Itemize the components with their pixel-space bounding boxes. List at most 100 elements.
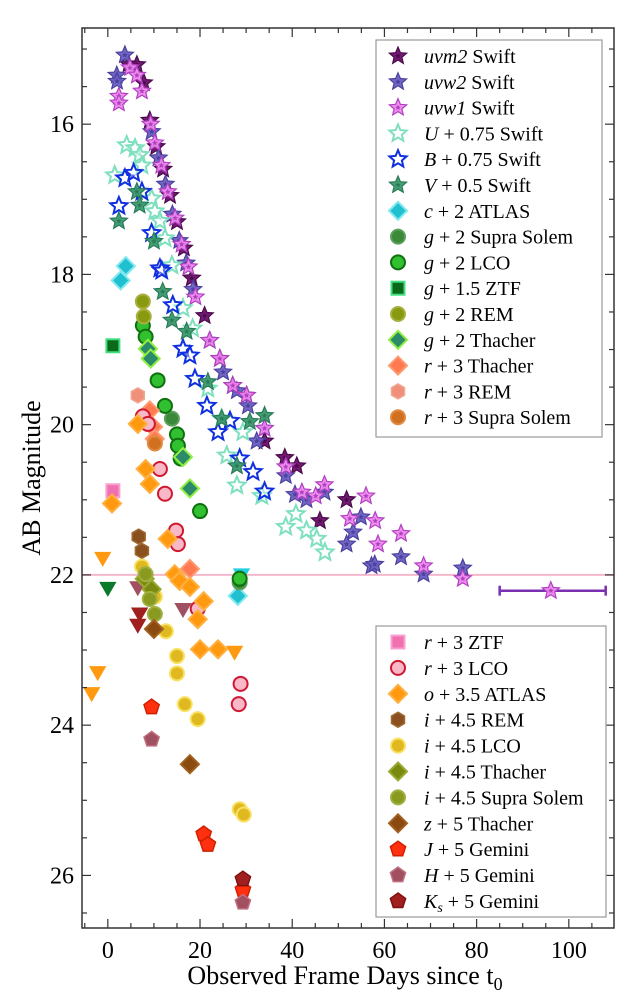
legend-marker — [390, 280, 406, 296]
star-center-dot — [134, 72, 140, 78]
star-center-dot — [178, 241, 185, 247]
data-point — [107, 194, 130, 216]
star-center-dot — [245, 402, 251, 409]
star-center-dot — [243, 392, 250, 398]
y-tick-label: 24 — [50, 713, 74, 739]
star-center-dot — [459, 575, 466, 582]
star-center-dot — [459, 565, 466, 571]
upper-limit-group — [129, 607, 149, 634]
star-center-dot — [282, 463, 289, 470]
data-point — [215, 443, 238, 465]
data-point — [127, 413, 149, 435]
x-tick-label: 80 — [465, 938, 489, 964]
data-point — [234, 893, 252, 910]
data-point — [225, 473, 248, 495]
legend-entry: i + 4.5 LCO — [390, 736, 521, 758]
star-center-dot — [140, 79, 147, 86]
data-point — [183, 367, 206, 389]
star-center-dot — [247, 418, 253, 425]
data-point — [143, 698, 161, 715]
star-center-dot — [151, 238, 157, 244]
series-g-2-rem — [134, 293, 152, 325]
star-center-dot — [358, 514, 364, 520]
legend-label: r + 3 ZTF — [424, 632, 504, 654]
legend-frame — [375, 625, 607, 918]
legend-label: H + 5 Gemini — [423, 865, 535, 887]
star-center-dot — [343, 541, 350, 547]
star-center-dot — [292, 491, 298, 497]
data-point — [305, 527, 328, 549]
data-point — [274, 515, 297, 537]
x-tick-label: 60 — [372, 938, 396, 964]
star-center-dot — [395, 104, 401, 110]
data-point — [150, 259, 173, 281]
legend-label: r + 3 Supra Solem — [424, 407, 571, 429]
legend-entry: V + 0.5 Swift — [387, 174, 531, 197]
star-center-dot — [172, 215, 178, 221]
legend-marker — [390, 789, 406, 806]
star-center-dot — [206, 337, 213, 343]
legend-entry: i + 4.5 Thacher — [387, 761, 546, 784]
star-center-dot — [217, 355, 223, 361]
star-center-dot — [148, 128, 155, 135]
legend-label: g + 2 Thacher — [424, 330, 536, 352]
data-point — [146, 605, 163, 622]
star-center-dot — [169, 211, 176, 217]
star-center-dot — [205, 378, 211, 385]
star-center-dot — [164, 188, 171, 195]
data-point — [192, 503, 209, 520]
data-point — [231, 570, 248, 587]
data-point — [179, 478, 201, 499]
data-point — [149, 372, 166, 389]
legend-marker — [389, 892, 407, 909]
data-point — [113, 166, 136, 188]
star-center-dot — [321, 481, 328, 488]
star-center-dot — [188, 275, 195, 281]
data-point — [135, 458, 157, 480]
legend-marker — [389, 866, 407, 883]
star-center-dot — [185, 263, 192, 270]
data-point — [179, 576, 201, 598]
legend-entry: B + 0.75 Swift — [386, 147, 541, 171]
star-center-dot — [139, 88, 145, 94]
star-center-dot — [234, 463, 240, 469]
star-center-dot — [159, 288, 166, 295]
star-center-dot — [147, 121, 154, 127]
star-center-dot — [347, 515, 353, 521]
star-center-dot — [136, 202, 143, 208]
data-point — [157, 528, 179, 550]
data-point — [232, 675, 249, 692]
series-r-3-rem — [130, 387, 146, 404]
series-i-4-5-supra-solem — [137, 566, 163, 622]
star-center-dot — [312, 493, 319, 499]
data-point — [131, 528, 146, 545]
legend-label: g + 2 REM — [424, 304, 514, 326]
legend-label: J + 5 Gemini — [424, 839, 530, 861]
legend-label: Ks + 5 Gemini — [423, 891, 540, 916]
legend-entry: uvm2 Swift — [387, 45, 516, 68]
legend-label: r + 3 LCO — [424, 658, 508, 680]
legend-label: B + 0.75 Swift — [424, 149, 541, 171]
star-center-dot — [220, 369, 226, 375]
star-center-dot — [169, 317, 175, 323]
legend-marker — [387, 761, 409, 782]
legend-entry: o + 3.5 ATLAS — [387, 683, 546, 706]
legend-entry: U + 0.75 Swift — [386, 121, 544, 145]
data-point — [199, 835, 217, 852]
legend-marker — [390, 659, 406, 676]
data-point — [135, 308, 152, 325]
data-point — [172, 446, 194, 468]
data-point — [206, 420, 230, 442]
series-uvw1-swift — [108, 57, 607, 600]
data-point — [189, 711, 206, 728]
legend-marker — [387, 683, 409, 705]
data-point — [115, 255, 137, 277]
data-point — [179, 753, 201, 775]
plot-marks — [82, 44, 614, 910]
series-o-3-5-atlas — [101, 413, 229, 660]
star-center-dot — [420, 562, 427, 569]
y-tick-label: 26 — [50, 863, 74, 889]
upper-limit-group — [99, 581, 117, 597]
star-center-dot — [261, 438, 268, 444]
